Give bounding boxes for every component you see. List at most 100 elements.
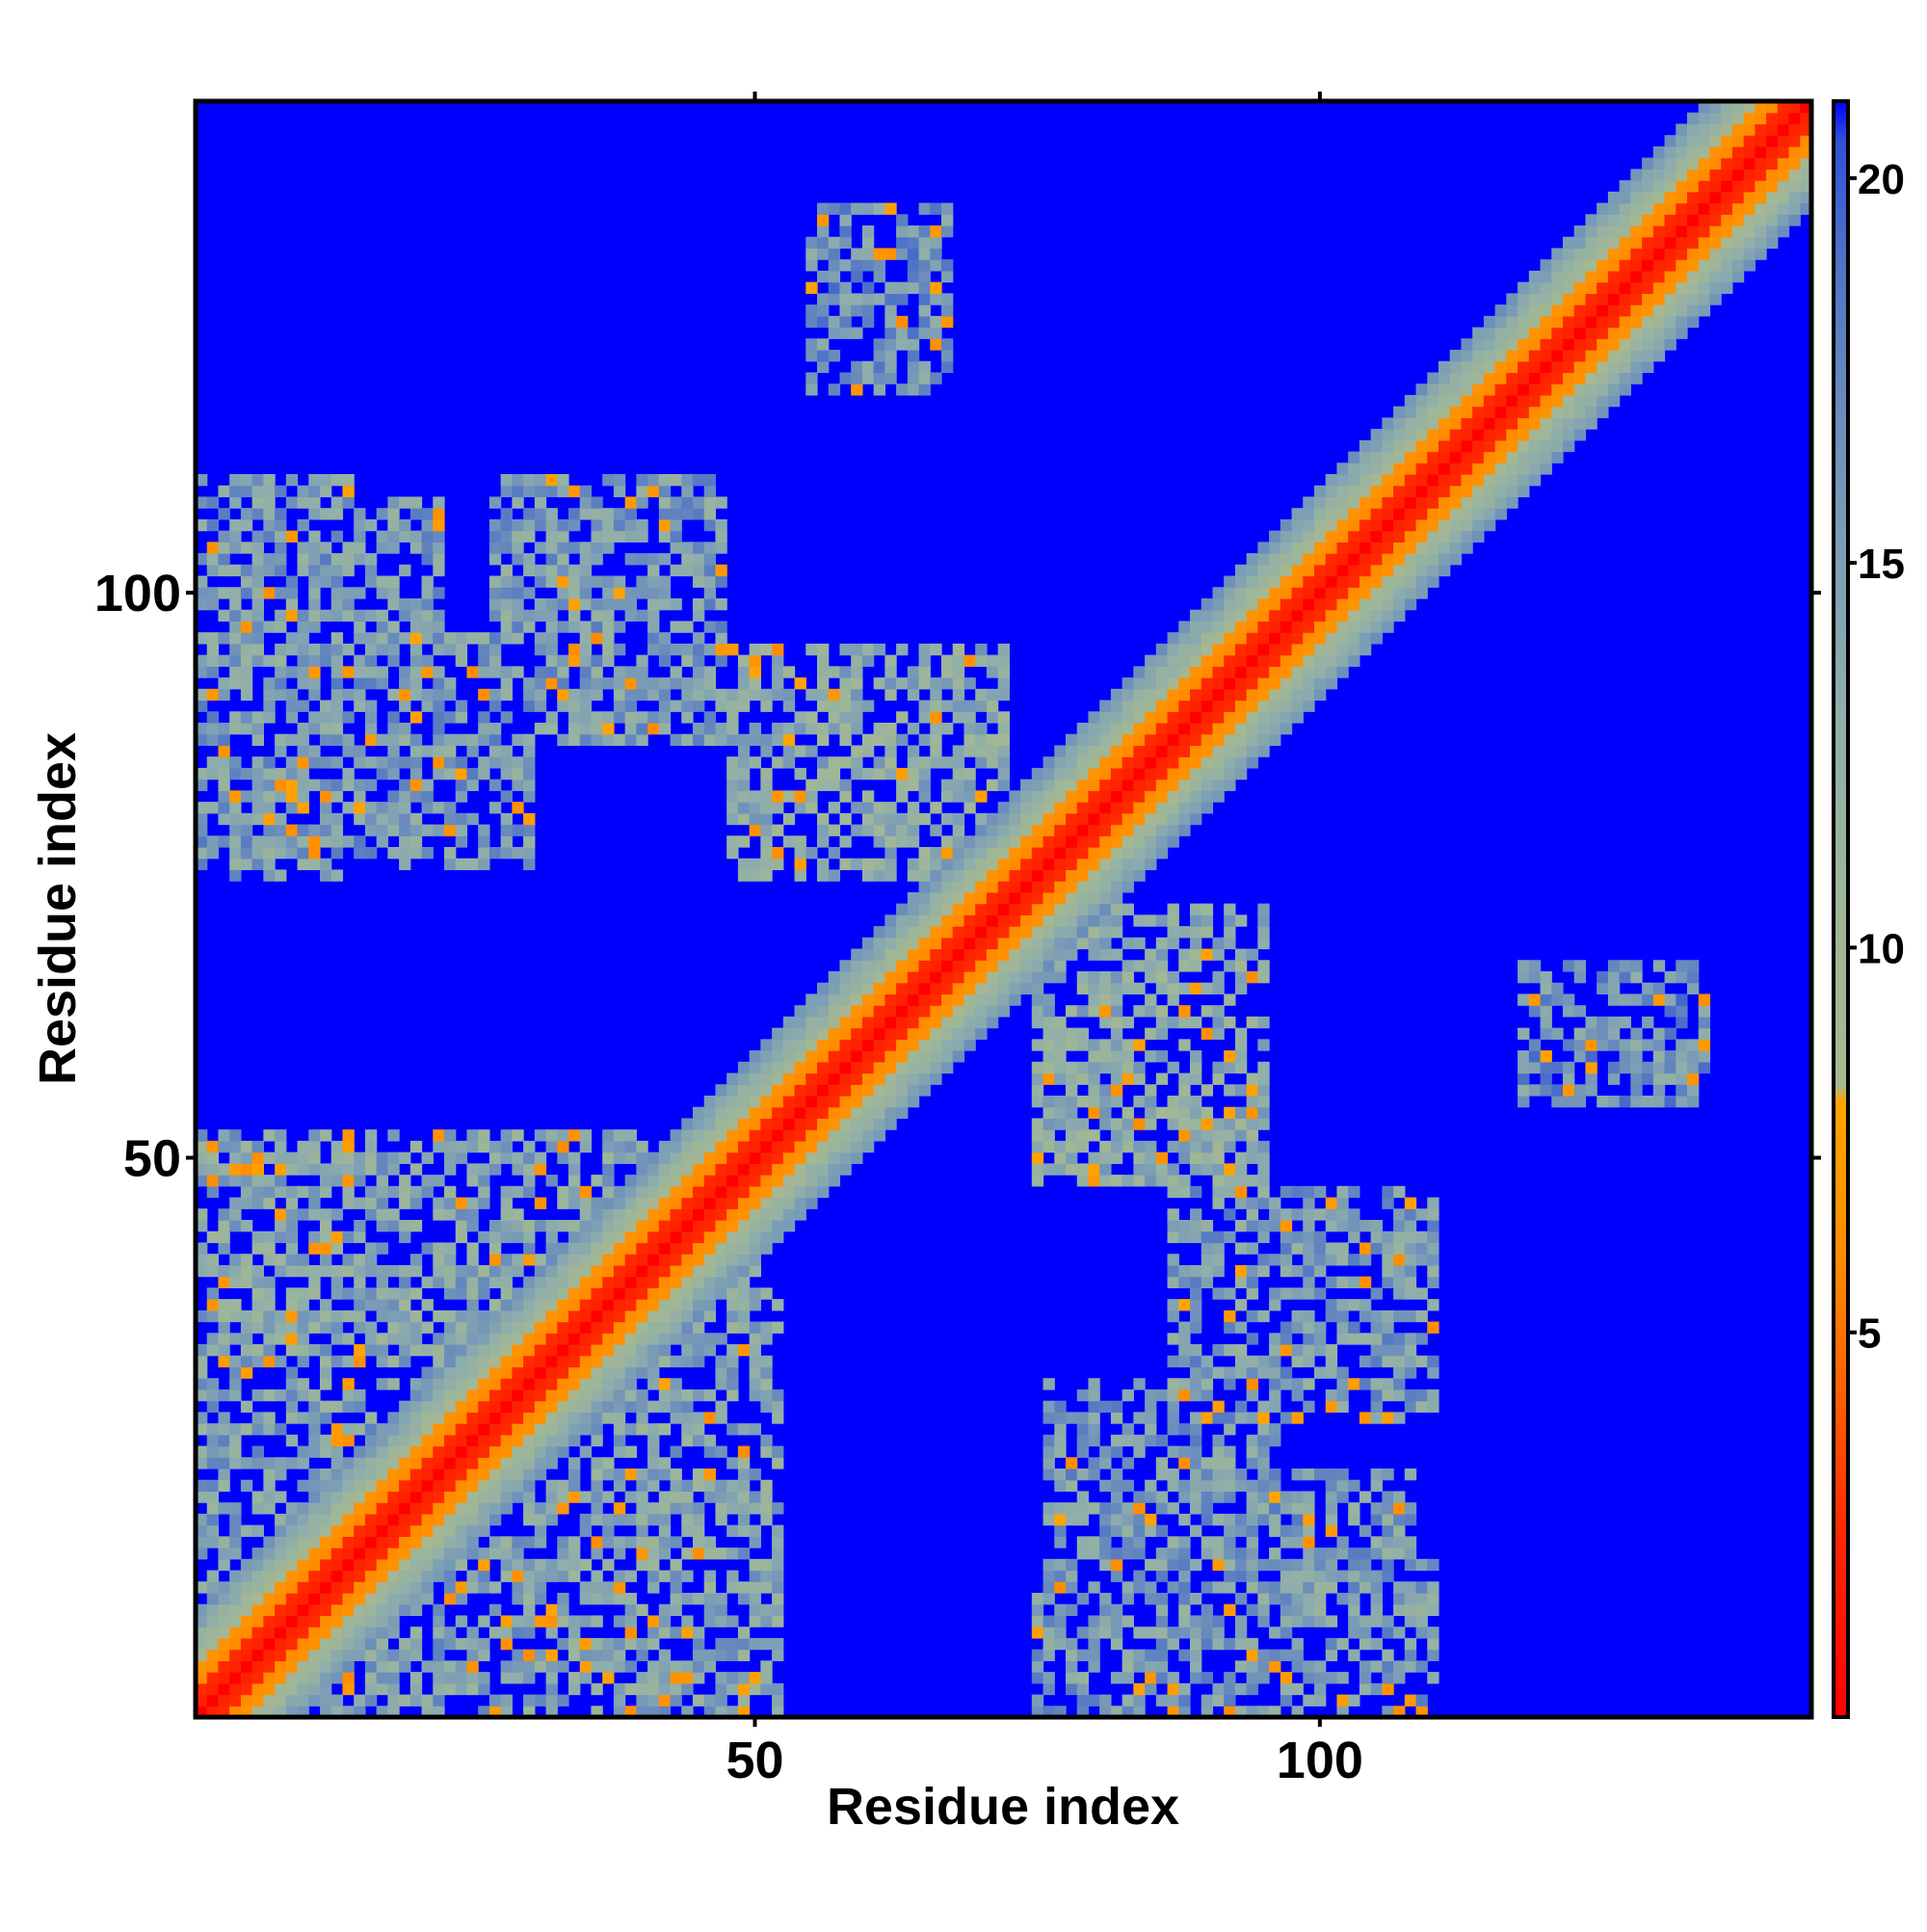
- heatmap-cell: [704, 1287, 716, 1299]
- heatmap-cell: [829, 1084, 840, 1096]
- heatmap-cell: [433, 1423, 444, 1435]
- heatmap-cell: [1235, 1356, 1247, 1367]
- heatmap-cell: [478, 1412, 489, 1423]
- heatmap-cell: [738, 1084, 750, 1096]
- heatmap-cell: [286, 1378, 298, 1389]
- heatmap-cell: [862, 949, 874, 961]
- heatmap-cell: [964, 983, 975, 994]
- heatmap-cell: [1077, 847, 1089, 859]
- heatmap-cell: [1145, 701, 1156, 712]
- heatmap-cell: [1190, 1660, 1201, 1672]
- heatmap-cell: [693, 1310, 704, 1322]
- heatmap-cell: [704, 1299, 716, 1310]
- heatmap-cell: [647, 474, 659, 486]
- heatmap-cell: [387, 1310, 399, 1322]
- heatmap-cell: [580, 1322, 592, 1334]
- heatmap-cell: [704, 1571, 716, 1582]
- heatmap-cell: [377, 1514, 388, 1525]
- heatmap-cell: [750, 1287, 761, 1299]
- heatmap-cell: [365, 701, 377, 712]
- heatmap-cell: [681, 1163, 693, 1175]
- heatmap-cell: [308, 1277, 320, 1288]
- heatmap-cell: [760, 1401, 772, 1413]
- heatmap-cell: [512, 1412, 523, 1423]
- heatmap-cell: [1224, 1559, 1235, 1571]
- heatmap-cell: [930, 1005, 941, 1017]
- heatmap-cell: [1054, 813, 1066, 825]
- heatmap-cell: [1009, 993, 1020, 1005]
- heatmap-cell: [433, 621, 444, 632]
- heatmap-cell: [829, 1017, 840, 1028]
- heatmap-cell: [681, 711, 693, 723]
- heatmap-cell: [557, 1389, 568, 1401]
- heatmap-cell: [546, 519, 558, 531]
- heatmap-cell: [308, 587, 320, 598]
- heatmap-cell: [715, 1287, 726, 1299]
- heatmap-cell: [602, 1333, 614, 1344]
- heatmap-cell: [1088, 993, 1099, 1005]
- heatmap-cell: [1168, 1378, 1179, 1389]
- heatmap-cell: [1066, 1073, 1077, 1085]
- heatmap-cell: [1043, 1028, 1055, 1040]
- heatmap-cell: [941, 949, 953, 961]
- heatmap-cell: [365, 1571, 377, 1582]
- heatmap-cell: [1122, 1050, 1134, 1062]
- heatmap-cell: [512, 496, 523, 508]
- heatmap-cell: [501, 1141, 513, 1152]
- heatmap-cell: [1088, 711, 1099, 723]
- heatmap-cell: [207, 1152, 219, 1164]
- heatmap-cell: [1235, 1559, 1247, 1571]
- heatmap-cell: [535, 1287, 546, 1299]
- heatmap-cell: [354, 1423, 365, 1435]
- heatmap-cell: [726, 1254, 738, 1265]
- heatmap-cell: [241, 1141, 252, 1152]
- heatmap-cell: [862, 983, 874, 994]
- heatmap-cell: [829, 1152, 840, 1164]
- heatmap-cell: [331, 1604, 343, 1616]
- heatmap-cell: [218, 565, 229, 576]
- heatmap-cell: [286, 768, 298, 780]
- heatmap-cell: [1133, 723, 1145, 734]
- heatmap-cell: [308, 1401, 320, 1413]
- heatmap-cell: [286, 734, 298, 746]
- heatmap-cell: [647, 1198, 659, 1209]
- heatmap-cell: [862, 701, 874, 712]
- heatmap-cell: [975, 1028, 987, 1040]
- heatmap-cell: [422, 1322, 434, 1334]
- heatmap-cell: [659, 508, 671, 519]
- heatmap-cell: [1077, 1005, 1089, 1017]
- heatmap-cell: [252, 598, 264, 610]
- heatmap-cell: [478, 1559, 489, 1571]
- heatmap-cell: [207, 1502, 219, 1514]
- heatmap-cell: [1212, 1141, 1224, 1152]
- heatmap-cell: [1235, 598, 1247, 610]
- heatmap-cell: [399, 1356, 410, 1367]
- heatmap-cell: [602, 1366, 614, 1378]
- heatmap-cell: [387, 1457, 399, 1469]
- heatmap-cell: [1224, 1695, 1235, 1707]
- heatmap-cell: [817, 1005, 829, 1017]
- heatmap-cell: [568, 734, 580, 746]
- heatmap-cell: [851, 1073, 862, 1085]
- heatmap-cell: [908, 904, 919, 915]
- heatmap-cell: [1190, 802, 1201, 813]
- heatmap-cell: [387, 1299, 399, 1310]
- heatmap-cell: [354, 1231, 365, 1243]
- heatmap-cell: [930, 892, 941, 904]
- heatmap-cell: [975, 971, 987, 983]
- heatmap-cell: [987, 711, 998, 723]
- heatmap-cell: [241, 689, 252, 701]
- heatmap-cell: [263, 711, 275, 723]
- heatmap-cell: [862, 259, 874, 271]
- heatmap-cell: [229, 869, 241, 881]
- heatmap-cell: [422, 1366, 434, 1378]
- heatmap-cell: [874, 802, 885, 813]
- heatmap-cell: [1201, 1107, 1213, 1119]
- heatmap-cell: [851, 1028, 862, 1040]
- heatmap-cell: [772, 756, 783, 768]
- heatmap-cell: [320, 835, 331, 847]
- heatmap-cell: [422, 1536, 434, 1548]
- heatmap-cell: [964, 926, 975, 938]
- heatmap-cell: [489, 1220, 501, 1231]
- heatmap-cell: [1178, 632, 1190, 644]
